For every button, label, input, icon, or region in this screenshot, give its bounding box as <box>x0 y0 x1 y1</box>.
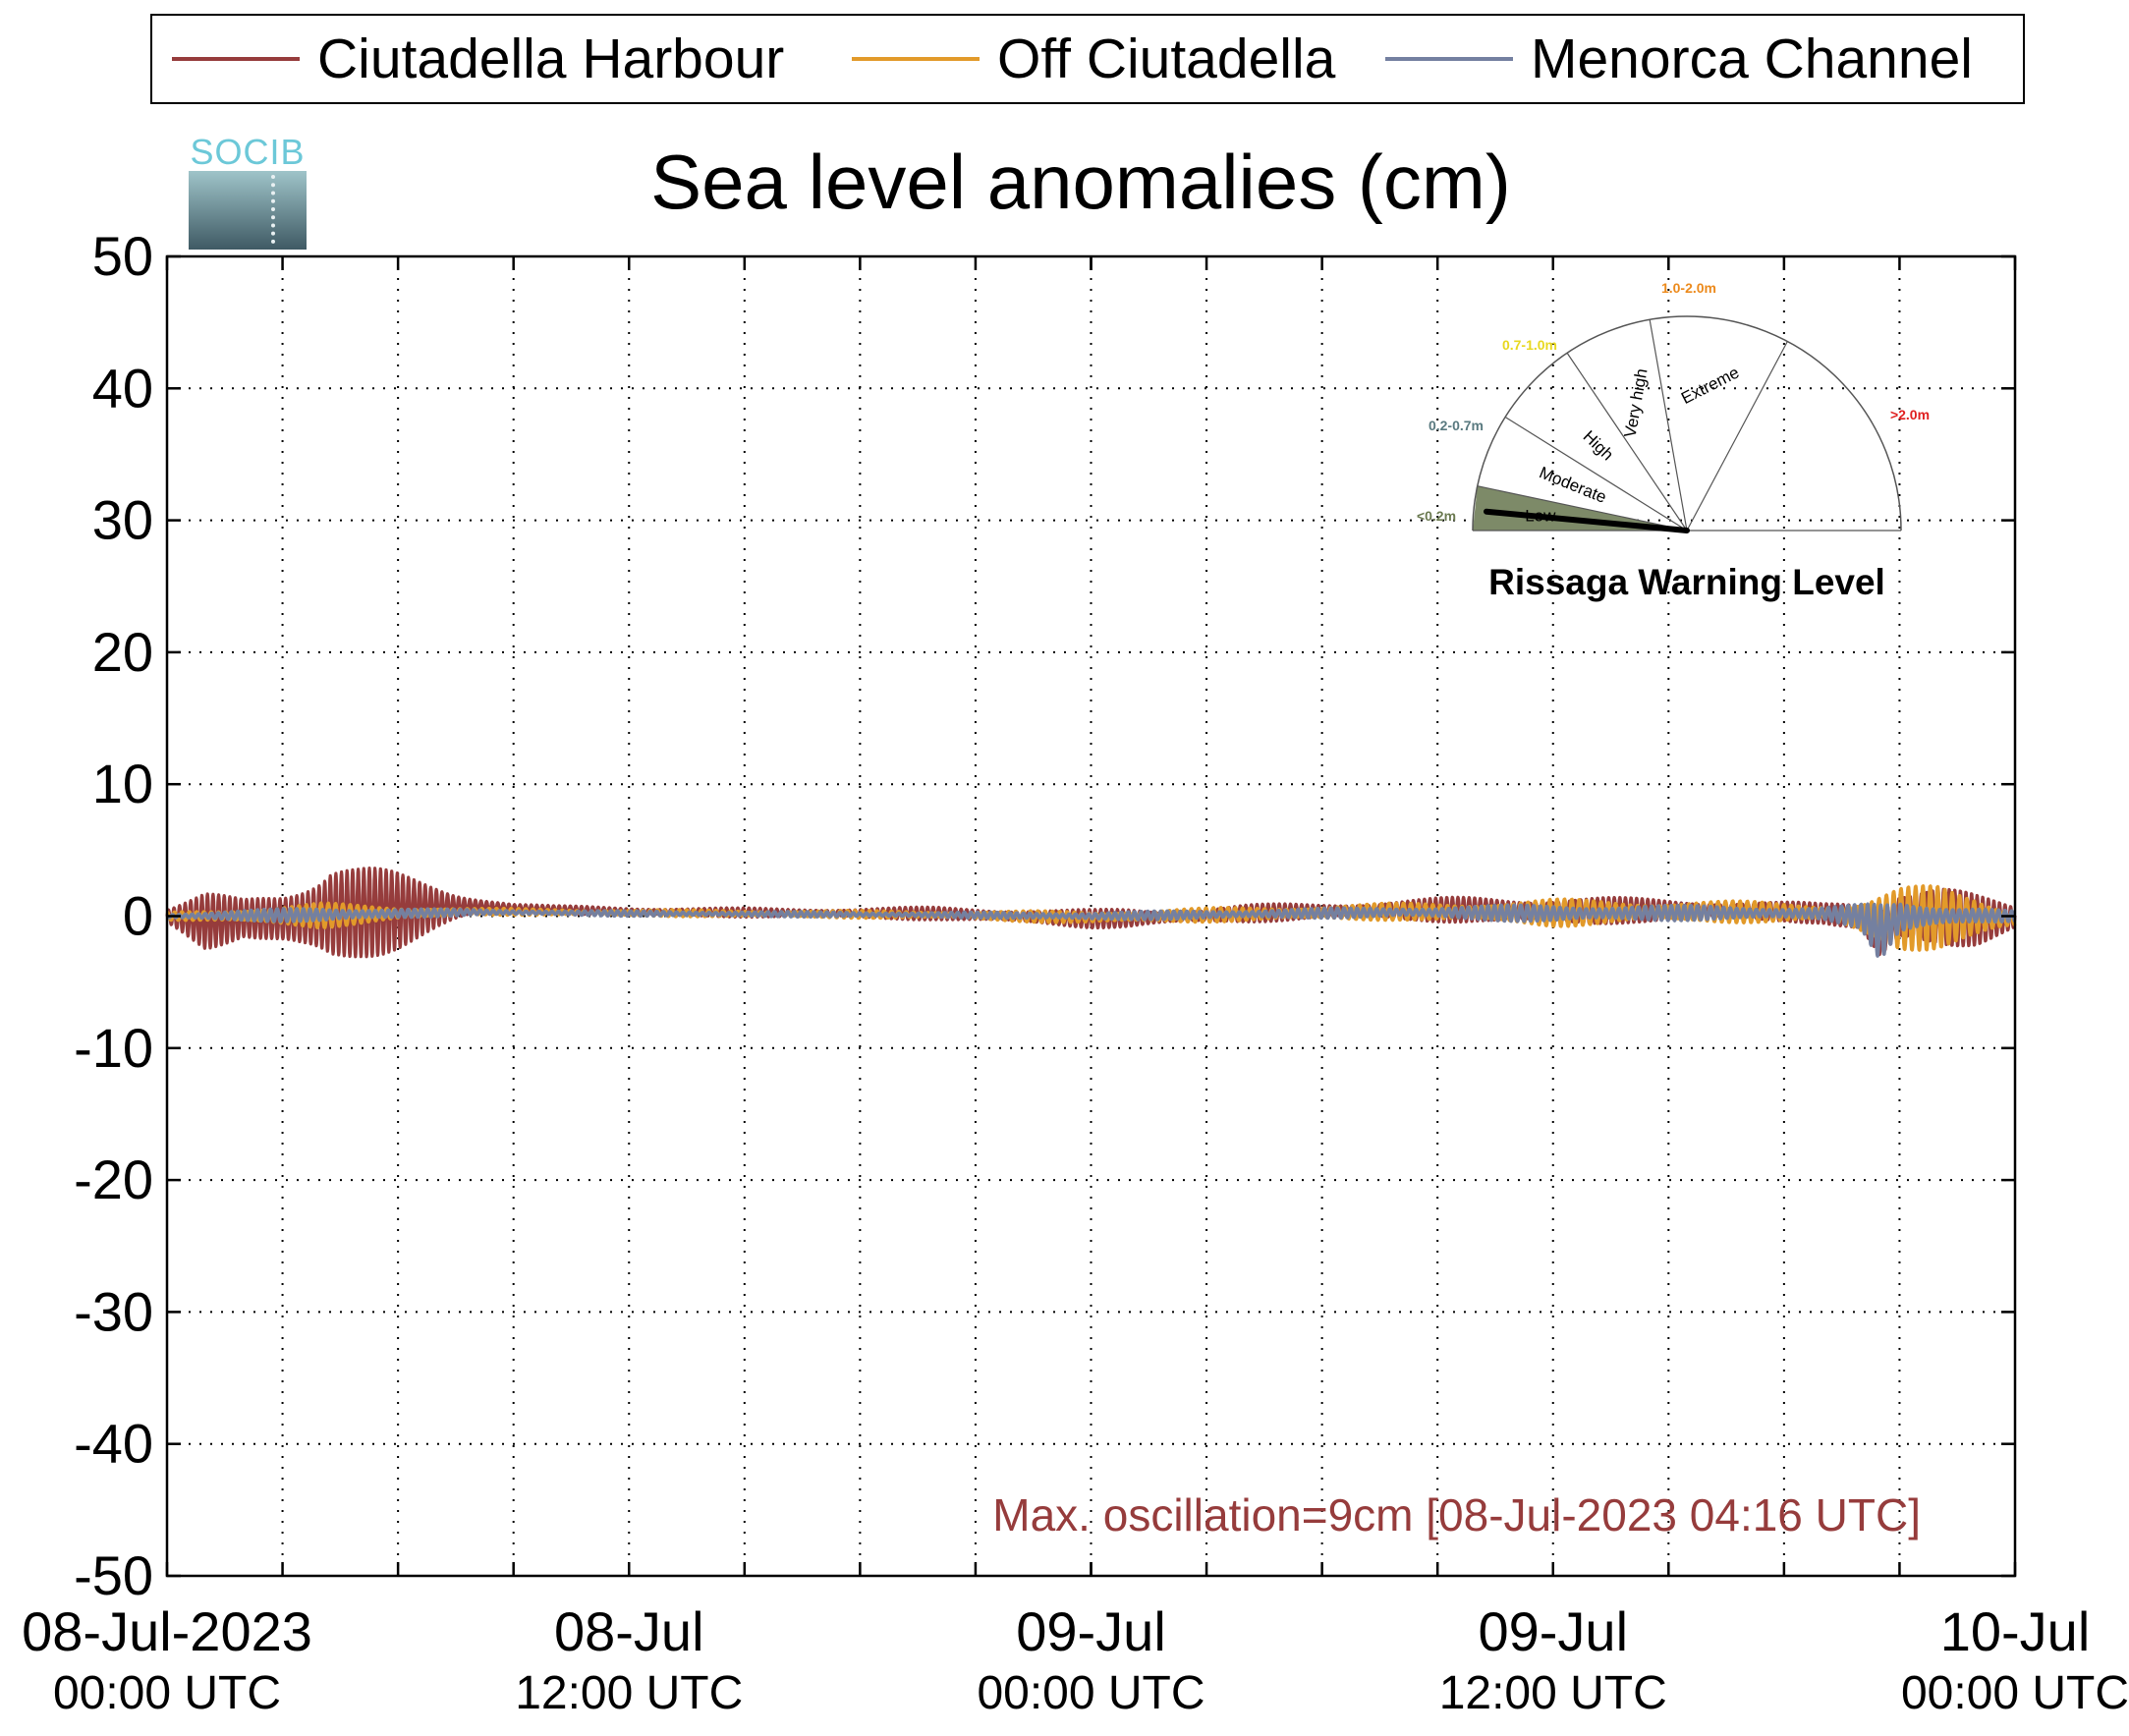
chart-title: Sea level anomalies (cm) <box>650 139 1511 225</box>
chart-legend: Ciutadella Harbour Off Ciutadella Menorc… <box>150 14 2025 104</box>
x-tick-label-time: 12:00 UTC <box>515 1667 743 1719</box>
x-tick-label-date: 08-Jul <box>554 1600 704 1662</box>
legend-label-off-ciutadella: Off Ciutadella <box>997 28 1336 90</box>
x-tick-label-date: 09-Jul <box>1016 1600 1166 1662</box>
gauge-title: Rissaga Warning Level <box>1488 562 1885 602</box>
series-line-menorca-channel <box>165 902 2017 958</box>
y-tick-label: -30 <box>74 1280 153 1342</box>
tick-layer: -50-40-30-20-100102030405008-Jul-202300:… <box>22 225 2129 1719</box>
socib-logo-ruler <box>271 175 279 244</box>
y-tick-label: -50 <box>74 1544 153 1606</box>
gauge-range-label: >2.0m <box>1890 407 1930 422</box>
gauge-range-label: 0.2-0.7m <box>1429 418 1484 433</box>
y-tick-label: -20 <box>74 1148 153 1210</box>
x-tick-label-time: 00:00 UTC <box>53 1667 281 1719</box>
gauge-sector-label: Very high <box>1621 367 1652 439</box>
series-layer <box>165 867 2017 959</box>
gauge-needle <box>1483 508 1690 533</box>
legend-label-menorca-channel: Menorca Channel <box>1531 28 1973 90</box>
y-tick-label: 10 <box>92 753 153 814</box>
x-tick-label-time: 00:00 UTC <box>977 1667 1205 1719</box>
y-tick-label: -10 <box>74 1017 153 1079</box>
y-tick-label: 40 <box>92 357 153 419</box>
x-tick-label-date: 09-Jul <box>1478 1600 1628 1662</box>
legend-label-ciutadella-harbour: Ciutadella Harbour <box>317 28 785 90</box>
x-tick-label-date: 10-Jul <box>1940 1600 2091 1662</box>
y-tick-label: 30 <box>92 489 153 551</box>
gauge-divider <box>1649 319 1688 532</box>
y-tick-label: -40 <box>74 1413 153 1475</box>
socib-logo-graphic <box>189 171 307 250</box>
max-oscillation-annotation: Max. oscillation=9cm [08-Jul-2023 04:16 … <box>992 1489 1921 1540</box>
socib-logo-text: SOCIB <box>190 132 306 172</box>
gauge-sector-label: Extreme <box>1678 363 1742 408</box>
gauge-divider <box>1477 485 1688 532</box>
gauge-divider <box>1686 341 1788 532</box>
legend-entry-menorca-channel: Menorca Channel <box>1385 16 1973 102</box>
y-tick-label: 0 <box>123 885 153 947</box>
gauge-arc <box>1472 315 1902 532</box>
gauge-range-label: 0.7-1.0m <box>1502 337 1557 353</box>
legend-swatch-menorca-channel <box>1385 57 1513 61</box>
x-tick-label-time: 12:00 UTC <box>1439 1667 1667 1719</box>
y-tick-label: 50 <box>92 225 153 287</box>
gauge-range-label: 1.0-2.0m <box>1661 280 1716 296</box>
legend-entry-ciutadella-harbour: Ciutadella Harbour <box>172 16 784 102</box>
gauge-divider <box>1566 352 1688 532</box>
x-tick-label-time: 00:00 UTC <box>1901 1667 2129 1719</box>
gauge-sector-label: Moderate <box>1537 463 1609 507</box>
gauge-range-label: <0.2m <box>1417 508 1456 524</box>
rissaga-warning-gauge: LowModerateHighVery highExtreme<0.2m0.2-… <box>1417 280 1930 602</box>
y-tick-label: 20 <box>92 621 153 683</box>
x-tick-label-date: 08-Jul-2023 <box>22 1600 312 1662</box>
legend-entry-off-ciutadella: Off Ciutadella <box>852 16 1335 102</box>
gauge-sector-label: High <box>1580 427 1617 465</box>
legend-swatch-off-ciutadella <box>852 57 980 61</box>
legend-swatch-ciutadella-harbour <box>172 57 300 61</box>
gauge-divider <box>1504 416 1688 532</box>
socib-logo: SOCIB <box>189 132 307 250</box>
